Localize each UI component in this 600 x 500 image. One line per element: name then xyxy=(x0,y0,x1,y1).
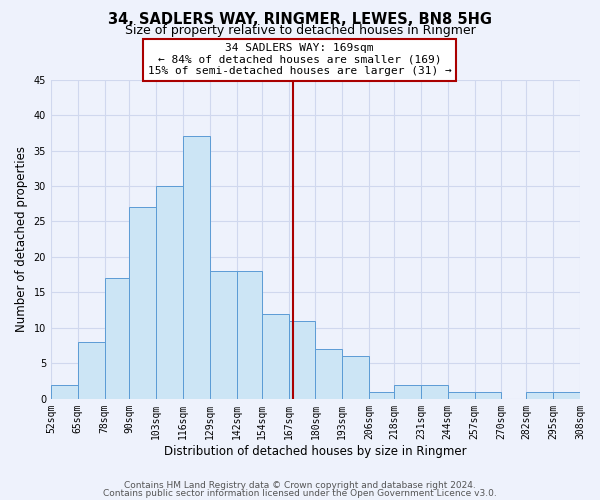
Text: 34 SADLERS WAY: 169sqm
← 84% of detached houses are smaller (169)
15% of semi-de: 34 SADLERS WAY: 169sqm ← 84% of detached… xyxy=(148,43,451,76)
Bar xyxy=(262,314,289,399)
Bar xyxy=(78,342,104,399)
Y-axis label: Number of detached properties: Number of detached properties xyxy=(15,146,28,332)
Bar xyxy=(475,392,502,399)
Bar xyxy=(157,186,183,399)
Bar xyxy=(183,136,210,399)
Text: 34, SADLERS WAY, RINGMER, LEWES, BN8 5HG: 34, SADLERS WAY, RINGMER, LEWES, BN8 5HG xyxy=(108,12,492,28)
X-axis label: Distribution of detached houses by size in Ringmer: Distribution of detached houses by size … xyxy=(164,444,467,458)
Bar xyxy=(369,392,394,399)
Bar xyxy=(421,384,448,399)
Bar xyxy=(448,392,475,399)
Bar xyxy=(104,278,130,399)
Bar xyxy=(553,392,580,399)
Bar xyxy=(316,349,343,399)
Bar xyxy=(51,384,78,399)
Bar xyxy=(210,271,237,399)
Bar xyxy=(237,271,262,399)
Text: Size of property relative to detached houses in Ringmer: Size of property relative to detached ho… xyxy=(125,24,475,37)
Bar xyxy=(289,321,316,399)
Bar xyxy=(343,356,369,399)
Bar xyxy=(130,208,157,399)
Text: Contains public sector information licensed under the Open Government Licence v3: Contains public sector information licen… xyxy=(103,488,497,498)
Bar xyxy=(394,384,421,399)
Bar xyxy=(526,392,553,399)
Text: Contains HM Land Registry data © Crown copyright and database right 2024.: Contains HM Land Registry data © Crown c… xyxy=(124,481,476,490)
